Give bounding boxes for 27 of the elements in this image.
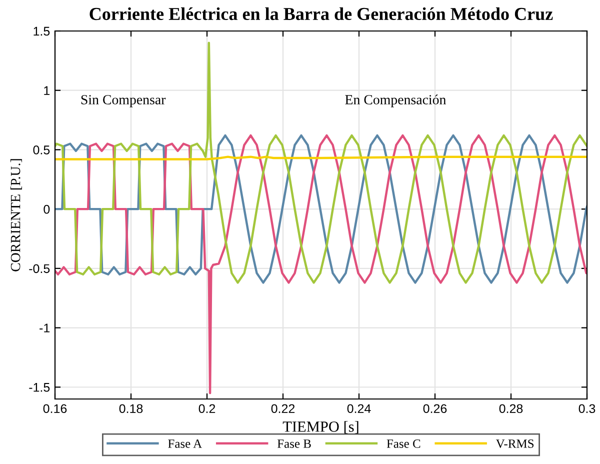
x-tick-label: 0.26 [423,404,447,414]
x-tick-label: 0.2 [198,404,216,414]
y-axis-title: CORRIENTE [P.U.] [10,159,22,272]
y-tick-label: -1 [40,324,50,332]
y-tick-label: -1.5 [29,383,50,392]
y-tick-label: 1.5 [34,26,50,36]
chart-title: Corriente Eléctrica en la Barra de Generación Método Cruz [90,7,553,20]
annotation: En Compensación [345,94,446,108]
line-series [55,134,587,284]
line-series [55,42,587,284]
x-tick-label: 0.22 [271,404,295,414]
x-tick-label: 0.3 [578,404,596,414]
annotation: Sin Compensar [81,95,166,108]
y-tick-label: 0.5 [33,146,50,154]
x-tick-label: 0.28 [499,404,523,414]
legend-label: Fase A [168,440,202,448]
x-tick-label: 0.18 [119,404,143,414]
legend-label: V-RMS [496,439,534,448]
y-tick-label: 0 [44,204,50,214]
x-tick-label: 0.24 [347,404,371,414]
legend-label: Fase B [277,440,311,448]
y-tick-label: -0.5 [29,264,50,274]
legend-label: Fase C [386,439,420,448]
x-tick-label: 0.16 [43,404,67,414]
line-series [55,134,587,394]
y-tick-label: 1 [44,86,50,95]
x-axis-title: TIEMPO [s] [282,421,358,434]
